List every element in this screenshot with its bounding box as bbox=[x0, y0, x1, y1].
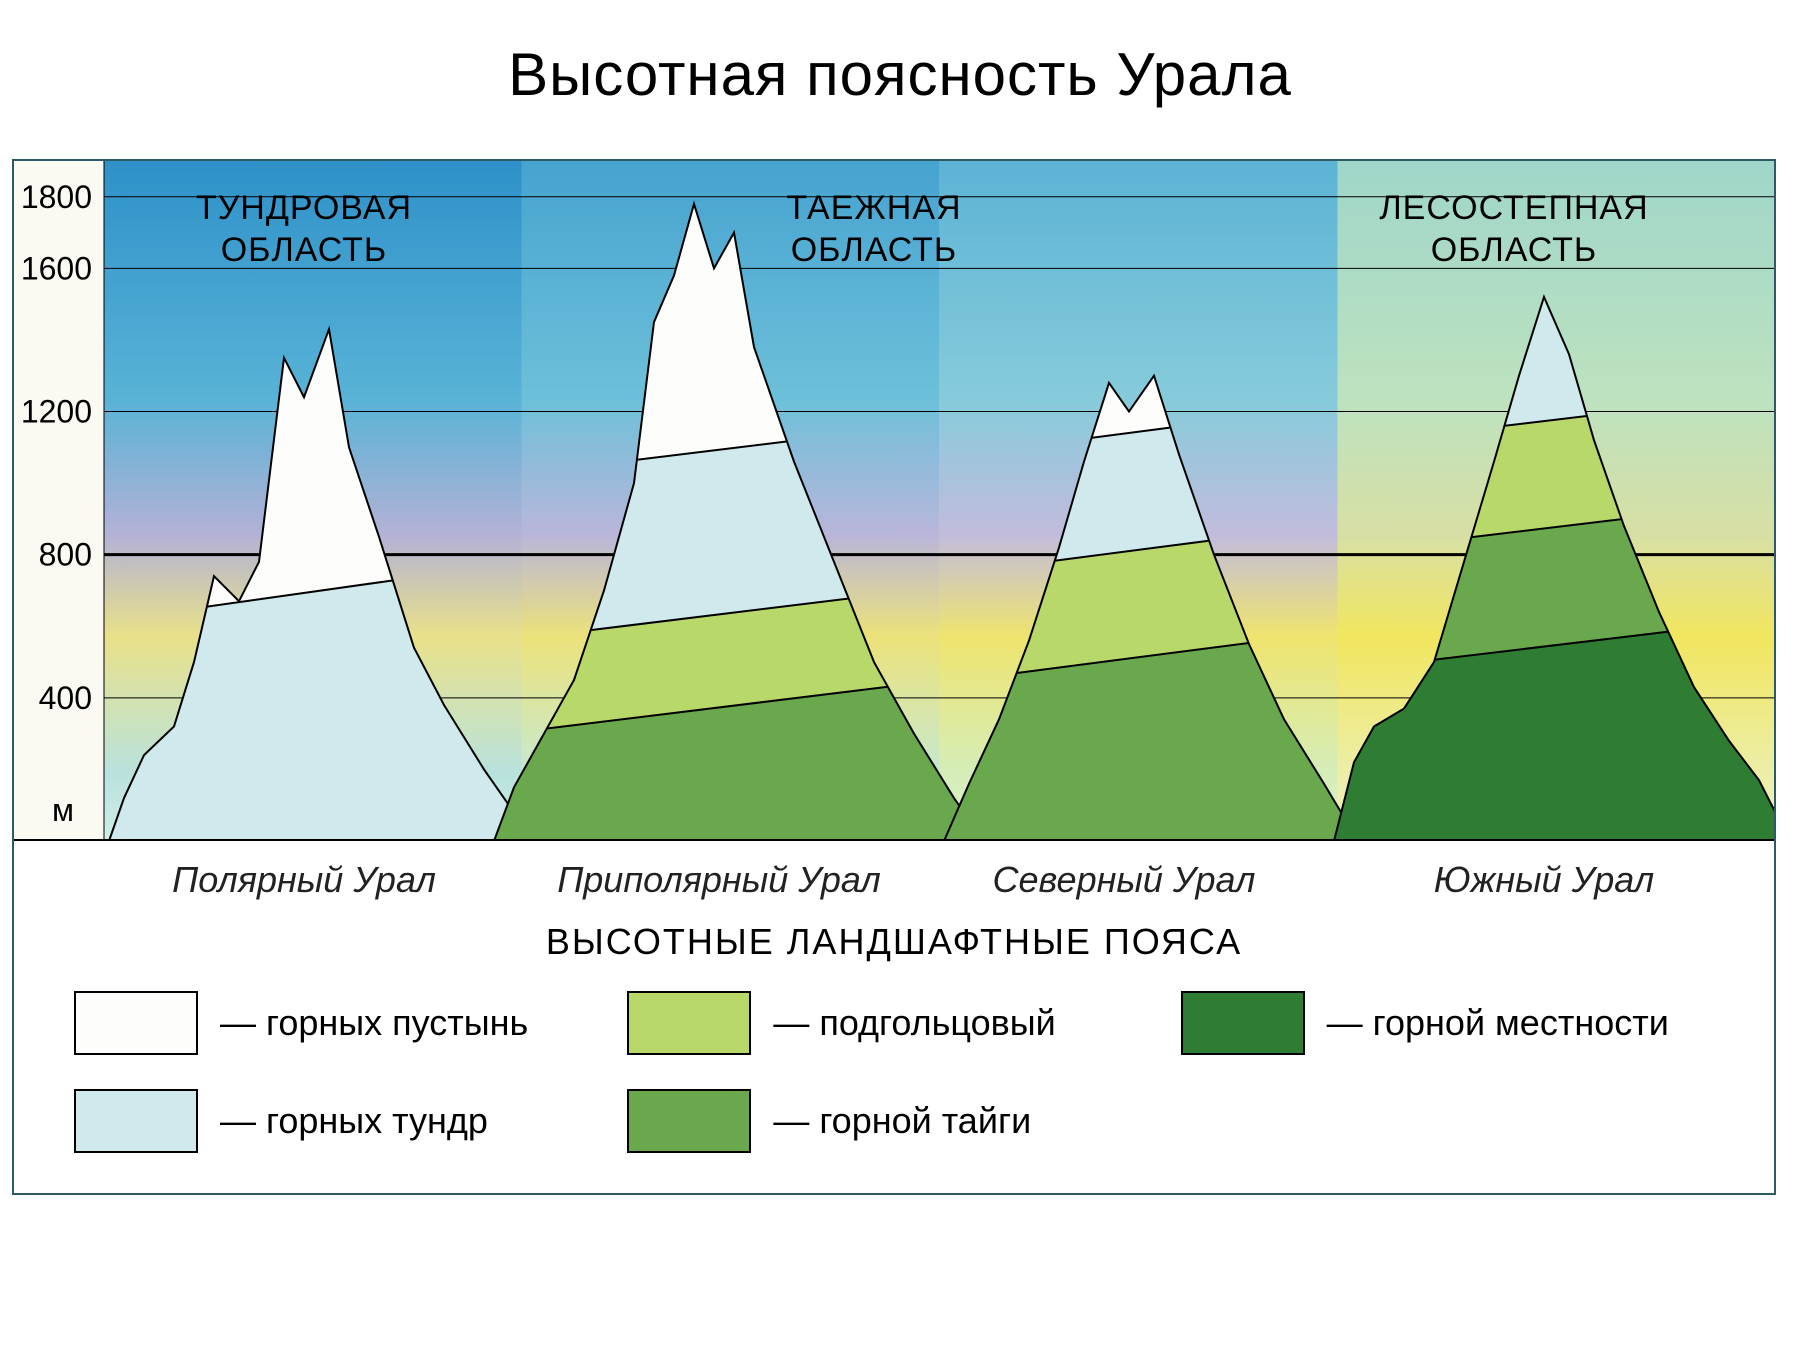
svg-text:ОБЛАСТЬ: ОБЛАСТЬ bbox=[221, 231, 388, 269]
legend-item: — горных тундр bbox=[74, 1089, 607, 1153]
mountain-labels-row: Полярный УралПриполярный УралСеверный Ур… bbox=[14, 841, 1774, 909]
legend-item: — подгольцовый bbox=[627, 991, 1160, 1055]
svg-text:1800: 1800 bbox=[21, 179, 92, 215]
legend-swatch bbox=[74, 1089, 198, 1153]
legend-item: — горной тайги bbox=[627, 1089, 1160, 1153]
svg-text:800: 800 bbox=[39, 537, 92, 573]
mountain-label: Приполярный Урал bbox=[504, 859, 934, 901]
legend-item: — горной местности bbox=[1181, 991, 1714, 1055]
chart-area: 400 800 1200 1600 1800 м ТУНДРОВАЯ ОБЛАСТЬ ТАЕЖН… bbox=[14, 161, 1774, 841]
legend: — горных пустынь — подгольцовый — горной м… bbox=[14, 981, 1774, 1193]
legend-swatch bbox=[627, 1089, 751, 1153]
svg-text:400: 400 bbox=[39, 680, 92, 716]
legend-swatch bbox=[1181, 991, 1305, 1055]
svg-text:ТУНДРОВАЯ: ТУНДРОВАЯ bbox=[196, 189, 412, 227]
legend-label: — горных пустынь bbox=[220, 1002, 528, 1044]
svg-text:ЛЕСОСТЕПНАЯ: ЛЕСОСТЕПНАЯ bbox=[1379, 189, 1648, 227]
svg-text:1600: 1600 bbox=[21, 250, 92, 286]
svg-text:ОБЛАСТЬ: ОБЛАСТЬ bbox=[791, 231, 958, 269]
svg-text:ОБЛАСТЬ: ОБЛАСТЬ bbox=[1431, 231, 1598, 269]
mountain-label: Северный Урал bbox=[934, 859, 1314, 901]
svg-text:м: м bbox=[52, 792, 74, 828]
legend-label: — горной тайги bbox=[773, 1100, 1031, 1142]
legend-title: ВЫСОТНЫЕ ЛАНДШАФТНЫЕ ПОЯСА bbox=[14, 909, 1774, 981]
legend-item: — горных пустынь bbox=[74, 991, 607, 1055]
legend-swatch bbox=[627, 991, 751, 1055]
legend-label: — подгольцовый bbox=[773, 1002, 1055, 1044]
page-title: Высотная поясность Урала bbox=[0, 0, 1800, 159]
legend-label: — горной местности bbox=[1327, 1002, 1669, 1044]
mountain-label: Полярный Урал bbox=[104, 859, 504, 901]
chart-svg: 400 800 1200 1600 1800 м ТУНДРОВАЯ ОБЛАСТЬ ТАЕЖН… bbox=[14, 161, 1774, 841]
legend-swatch bbox=[74, 991, 198, 1055]
mountain-label: Южный Урал bbox=[1314, 859, 1774, 901]
figure-frame: 400 800 1200 1600 1800 м ТУНДРОВАЯ ОБЛАСТЬ ТАЕЖН… bbox=[12, 159, 1776, 1195]
legend-label: — горных тундр bbox=[220, 1100, 488, 1142]
svg-text:1200: 1200 bbox=[21, 394, 92, 430]
svg-text:ТАЕЖНАЯ: ТАЕЖНАЯ bbox=[786, 189, 961, 227]
